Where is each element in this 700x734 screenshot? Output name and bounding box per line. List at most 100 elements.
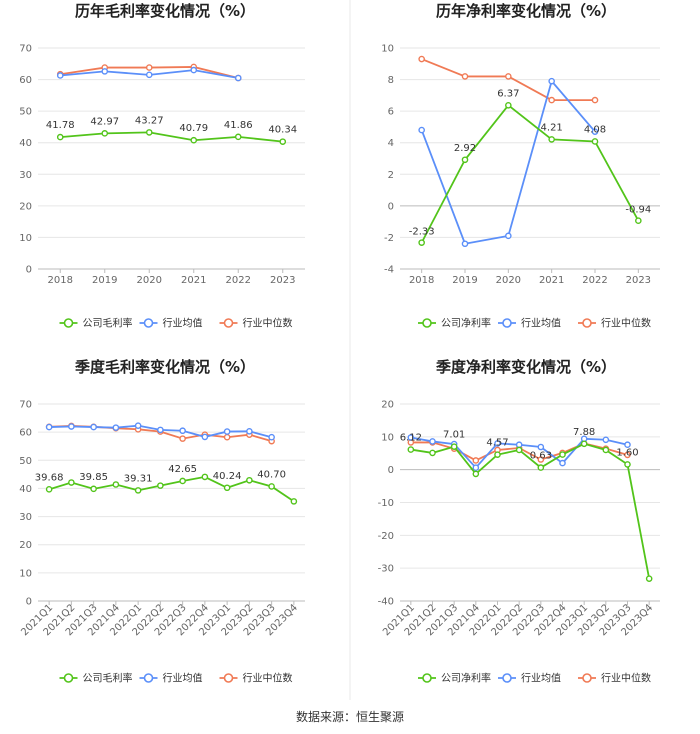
- data-point: [145, 71, 153, 79]
- y-tick-label: 60: [19, 75, 32, 86]
- legend-marker: [63, 673, 74, 683]
- data-label: 40.70: [257, 469, 286, 480]
- legend-label: 行业均值: [163, 317, 203, 330]
- data-point: [537, 443, 545, 451]
- y-tick-label: 20: [19, 201, 32, 212]
- y-tick-label: -4: [384, 265, 394, 276]
- series-line: [420, 104, 640, 244]
- data-point: [548, 136, 555, 143]
- data-label: 7.01: [443, 430, 465, 441]
- series-line: [60, 131, 283, 143]
- y-tick-label: 10: [19, 568, 32, 579]
- x-tick-label: 2023: [626, 275, 651, 286]
- source-text: 数据来源：恒生聚源: [296, 709, 404, 724]
- data-point: [591, 128, 599, 135]
- y-tick-label: 0: [388, 465, 394, 476]
- data-point: [461, 156, 469, 164]
- data-point: [602, 436, 610, 444]
- data-point: [68, 479, 75, 486]
- y-tick-label: 70: [19, 44, 32, 55]
- legend-item: 行业均值: [498, 672, 561, 685]
- data-point: [505, 73, 512, 80]
- y-tick-label: 70: [19, 400, 32, 411]
- data-point: [234, 133, 242, 141]
- legend-label: 行业中位数: [601, 672, 651, 685]
- data-label: 7.88: [573, 427, 595, 438]
- data-point: [234, 74, 242, 82]
- data-label: 6.12: [400, 433, 422, 444]
- legend-marker: [143, 673, 154, 683]
- y-tick-label: 20: [19, 540, 32, 551]
- data-label: 39.68: [35, 472, 64, 483]
- data-label: -2.33: [409, 227, 435, 238]
- data-point: [112, 424, 120, 431]
- y-tick-label: 6: [388, 107, 394, 118]
- data-point: [223, 433, 231, 441]
- data-point: [418, 55, 425, 63]
- data-point: [201, 433, 209, 441]
- data-point: [179, 435, 186, 442]
- data-point: [537, 456, 545, 463]
- y-tick-label: 30: [19, 170, 32, 181]
- data-point: [101, 68, 109, 75]
- legend-label: 行业中位数: [243, 672, 293, 685]
- series-line: [48, 475, 295, 503]
- legend-label: 公司毛利率: [83, 672, 133, 685]
- data-label: 40.24: [213, 471, 242, 482]
- y-tick-label: 40: [19, 138, 32, 149]
- y-tick-label: 0: [388, 201, 394, 212]
- y-tick-label: 4: [388, 138, 394, 149]
- legend-label: 行业均值: [163, 672, 203, 685]
- chart-title: 历年毛利率变化情况（%）: [75, 2, 255, 20]
- data-point: [45, 486, 53, 493]
- data-point: [559, 459, 566, 467]
- data-label: 42.65: [168, 464, 197, 475]
- data-label: 2.92: [454, 143, 476, 154]
- data-point: [418, 239, 425, 246]
- data-point: [268, 483, 275, 490]
- legend-item: 行业中位数: [578, 317, 651, 330]
- data-point: [515, 446, 523, 454]
- data-label: 1.60: [616, 447, 638, 458]
- legend-marker: [223, 673, 234, 683]
- legend-marker: [422, 673, 432, 683]
- legend-label: 公司净利率: [441, 672, 491, 685]
- data-point: [624, 461, 631, 468]
- data-point: [190, 66, 198, 74]
- legend-marker: [422, 318, 432, 328]
- y-tick-label: 10: [381, 432, 394, 443]
- legend-item: 行业中位数: [219, 317, 293, 330]
- data-point: [505, 232, 512, 240]
- legend-item: 行业中位数: [578, 672, 651, 685]
- data-label: 0.63: [530, 451, 552, 462]
- data-point: [472, 470, 480, 478]
- y-tick-label: 10: [381, 44, 394, 55]
- legend-label: 公司净利率: [441, 317, 491, 330]
- data-point: [515, 441, 523, 449]
- data-point: [537, 464, 545, 471]
- y-tick-label: -2: [384, 233, 394, 244]
- x-tick-label: 2021: [181, 275, 206, 286]
- data-point: [472, 464, 480, 471]
- x-tick-label: 2020: [137, 275, 162, 286]
- y-tick-label: 2: [388, 170, 394, 181]
- data-point: [101, 130, 109, 137]
- data-label: 4.57: [486, 438, 508, 449]
- data-point: [472, 457, 480, 464]
- x-tick-label: 2018: [48, 275, 73, 286]
- chart-panel-2: 历年净利率变化情况（%） -4 -2 0 2 4 6 8 10 2018 2019 2020 2021 2…: [381, 2, 660, 330]
- data-point: [429, 449, 436, 457]
- legend-item: 公司毛利率: [59, 317, 133, 330]
- data-label: 43.27: [135, 115, 164, 126]
- data-point: [429, 438, 436, 445]
- data-point: [246, 476, 253, 484]
- x-tick-label: 2019: [92, 275, 117, 286]
- data-point: [494, 440, 501, 447]
- legend-item: 行业均值: [139, 317, 203, 330]
- legend-marker: [582, 673, 592, 683]
- data-point: [548, 96, 555, 104]
- data-point: [624, 451, 631, 459]
- data-point: [418, 126, 425, 134]
- data-point: [201, 473, 209, 481]
- y-tick-label: -30: [378, 564, 394, 575]
